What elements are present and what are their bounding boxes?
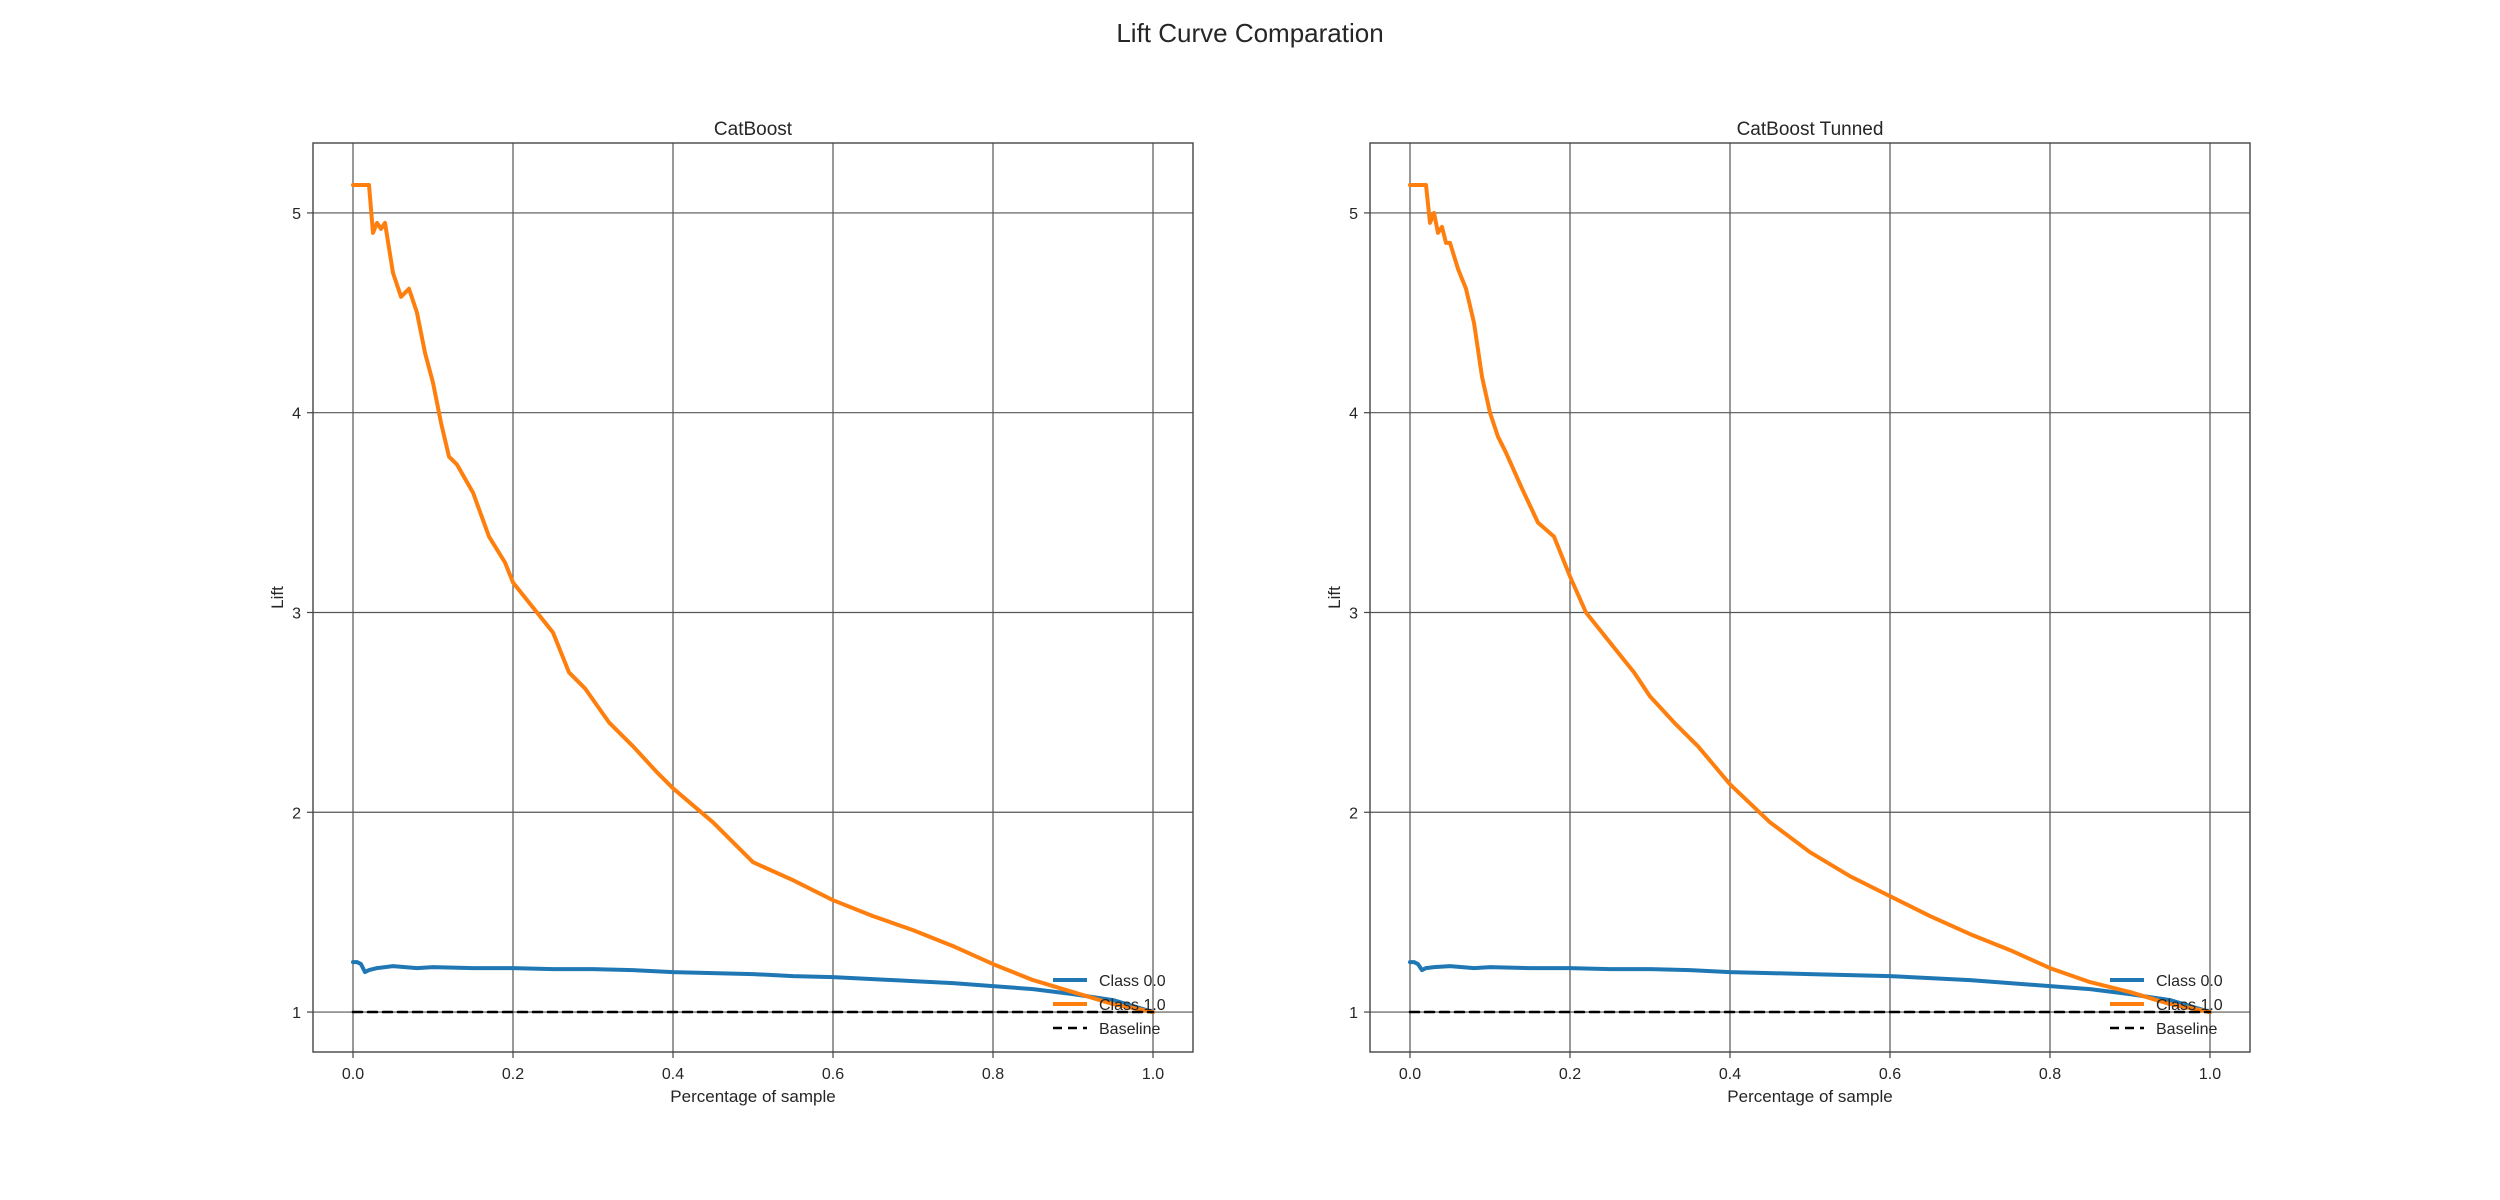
series-line-class-0-0 [351, 960, 1155, 1014]
y-tick-label: 4 [292, 406, 301, 423]
y-axis-label: Lift [268, 586, 287, 609]
y-tick-label: 2 [292, 805, 301, 822]
x-tick-label: 0.8 [2039, 1066, 2061, 1083]
panel-title: CatBoost [714, 119, 793, 140]
legend-label: Class 0.0 [2156, 973, 2223, 990]
y-axis-label: Lift [1325, 586, 1344, 609]
legend-label: Class 0.0 [1099, 973, 1166, 990]
legend-label: Class 1.0 [1099, 997, 1166, 1014]
series-line-class-0-0 [1408, 960, 2212, 1014]
legend-label: Baseline [2156, 1021, 2217, 1038]
y-tick-label: 1 [292, 1005, 301, 1022]
x-tick-label: 0.2 [502, 1066, 524, 1083]
x-tick-label: 0.4 [1719, 1066, 1741, 1083]
y-tick-label: 3 [1349, 605, 1358, 622]
legend-label: Baseline [1099, 1021, 1160, 1038]
panel-2: 0.0 0.2 0.4 0.6 0.8 1.0 1 2 3 4 5 Percentage of sam… [1325, 119, 2251, 1106]
x-axis-label: Percentage of sample [1727, 1087, 1892, 1106]
x-tick-label: 0.4 [662, 1066, 684, 1083]
x-axis-label: Percentage of sample [670, 1087, 835, 1106]
y-tick-label: 5 [292, 206, 301, 223]
y-tick-label: 5 [1349, 206, 1358, 223]
x-tick-label: 1.0 [2199, 1066, 2221, 1083]
x-tick-label: 0.0 [1399, 1066, 1421, 1083]
x-tick-label: 0.6 [1879, 1066, 1901, 1083]
panel-title: CatBoost Tunned [1737, 119, 1884, 140]
series-line-class-1-0 [1408, 183, 2212, 1014]
legend-label: Class 1.0 [2156, 997, 2223, 1014]
x-tick-label: 0.0 [342, 1066, 364, 1083]
y-tick-label: 3 [292, 605, 301, 622]
x-tick-label: 1.0 [1142, 1066, 1164, 1083]
x-tick-label: 0.2 [1559, 1066, 1581, 1083]
panel-1: 0.0 0.2 0.4 0.6 0.8 1.0 1 2 3 4 5 Percentage of sam… [268, 119, 1194, 1106]
series-line-class-1-0 [351, 183, 1155, 1014]
x-tick-label: 0.8 [982, 1066, 1004, 1083]
x-tick-label: 0.6 [822, 1066, 844, 1083]
y-tick-label: 1 [1349, 1005, 1358, 1022]
axes-frame [312, 142, 1194, 1053]
figure-title: Lift Curve Comparation [1116, 18, 1384, 48]
y-tick-label: 4 [1349, 406, 1358, 423]
y-tick-label: 2 [1349, 805, 1358, 822]
axes-frame [1369, 142, 2251, 1053]
